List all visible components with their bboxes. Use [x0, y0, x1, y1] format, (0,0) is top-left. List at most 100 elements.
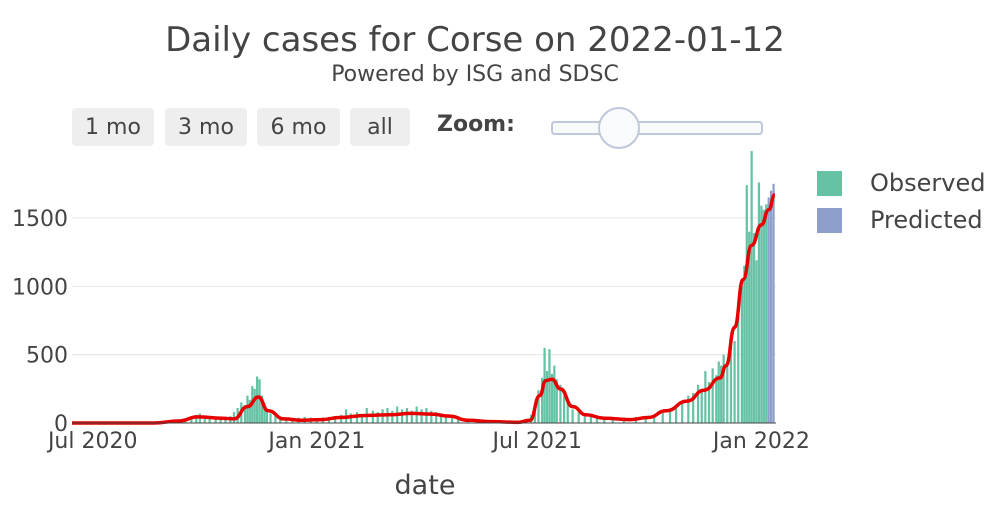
y-tick-label: 1000: [12, 275, 68, 300]
x-tick-label: Jul 2021: [491, 429, 583, 454]
observed-bar: [729, 346, 733, 423]
observed-bar: [246, 395, 249, 423]
observed-bar: [704, 371, 707, 423]
legend-swatch-observed: [817, 170, 842, 196]
observed-bar: [410, 410, 413, 423]
observed-bar: [748, 231, 751, 423]
observed-bar: [583, 414, 586, 423]
legend-swatch-predicted: [817, 207, 842, 233]
observed-bar: [752, 233, 756, 423]
observed-bar: [566, 402, 569, 423]
observed-bar: [743, 265, 746, 423]
zoom-label: Zoom:: [437, 112, 515, 137]
observed-bar: [681, 401, 684, 423]
range-button-3-months[interactable]: 3 mo: [165, 108, 247, 146]
range-button-1-month[interactable]: 1 mo: [72, 108, 154, 146]
observed-bar: [745, 185, 748, 423]
observed-bar: [577, 412, 580, 423]
observed-bar: [644, 416, 647, 423]
trend-line: [72, 193, 776, 425]
x-axis-ticks: Jul 2020 Jan 2021 Jul 2021 Jan 2022: [46, 429, 810, 454]
observed-bar: [243, 405, 247, 423]
observed-bar: [405, 407, 409, 423]
observed-bar: [737, 316, 740, 423]
observed-bar: [456, 418, 460, 423]
observed-bar: [762, 209, 765, 423]
x-axis-title: date: [394, 470, 456, 501]
observed-bar: [692, 392, 695, 423]
observed-bar: [444, 416, 448, 423]
observed-bar: [256, 376, 259, 423]
observed-bar: [715, 375, 718, 423]
observed-bar: [258, 379, 261, 423]
observed-bar: [219, 418, 222, 423]
predicted-bar: [770, 190, 773, 423]
observed-bar: [555, 379, 558, 423]
observed-bar: [274, 416, 277, 423]
observed-bar: [595, 416, 599, 423]
observed-bar: [696, 384, 700, 423]
observed-bar: [668, 409, 672, 423]
legend-label-observed: Observed: [870, 169, 986, 197]
observed-bar: [190, 417, 193, 423]
observed-bar: [537, 390, 540, 423]
observed-bar: [707, 382, 711, 423]
observed-bar: [450, 417, 454, 423]
observed-bar: [653, 414, 656, 423]
observed-bar: [195, 414, 198, 423]
observed-bar: [757, 182, 761, 423]
observed-bar: [755, 260, 758, 423]
trend-line-layer: [72, 193, 776, 425]
observed-bar: [562, 395, 566, 423]
predicted-bar: [767, 197, 770, 423]
observed-bar: [750, 151, 753, 424]
observed-bar: [400, 409, 404, 423]
y-tick-label: 500: [26, 344, 68, 369]
observed-bar: [263, 402, 266, 423]
observed-bar: [545, 371, 549, 423]
observed-bar: [661, 412, 664, 423]
observed-bar: [541, 377, 544, 423]
observed-bar: [733, 341, 736, 423]
observed-bar: [430, 410, 433, 423]
x-tick-label: Jul 2020: [46, 429, 138, 454]
legend-item-predicted[interactable]: Predicted: [817, 206, 983, 234]
chart-title: Daily cases for Corse on 2022-01-12: [165, 20, 785, 60]
observed-bar: [203, 415, 206, 423]
observed-bar: [717, 361, 720, 423]
observed-bar: [765, 204, 768, 423]
observed-bar: [279, 417, 282, 423]
chart-subtitle: Powered by ISG and SDSC: [331, 62, 619, 87]
observed-bar: [687, 395, 690, 423]
observed-bar: [722, 354, 725, 423]
range-button-all[interactable]: all: [350, 108, 410, 146]
y-tick-label: 0: [54, 412, 68, 437]
observed-bar: [589, 416, 592, 423]
range-button-6-months[interactable]: 6 mo: [257, 108, 340, 146]
observed-bar: [265, 409, 268, 423]
bars: [167, 151, 775, 424]
y-tick-label: 1500: [12, 207, 68, 232]
observed-bar: [711, 368, 714, 423]
observed-bar: [700, 388, 703, 423]
observed-bar: [740, 286, 744, 423]
observed-bar: [553, 365, 556, 423]
observed-bar: [269, 413, 272, 423]
observed-bar: [720, 365, 723, 423]
observed-bar: [559, 384, 562, 423]
y-axis-ticks: 0 500 1000 1500: [12, 207, 68, 437]
x-tick-label: Jan 2022: [711, 429, 810, 454]
legend-item-observed[interactable]: Observed: [817, 169, 985, 197]
observed-bar: [253, 388, 256, 423]
legend-label-predicted: Predicted: [870, 206, 983, 234]
predicted-bar: [772, 183, 775, 423]
observed-bar: [571, 409, 574, 423]
observed-bar: [248, 399, 251, 423]
x-tick-label: Jan 2021: [266, 429, 365, 454]
observed-bar: [548, 349, 551, 423]
observed-bar: [435, 412, 438, 423]
observed-bar: [214, 417, 217, 423]
zoom-slider-handle[interactable]: [598, 107, 640, 149]
observed-bar: [726, 362, 729, 423]
